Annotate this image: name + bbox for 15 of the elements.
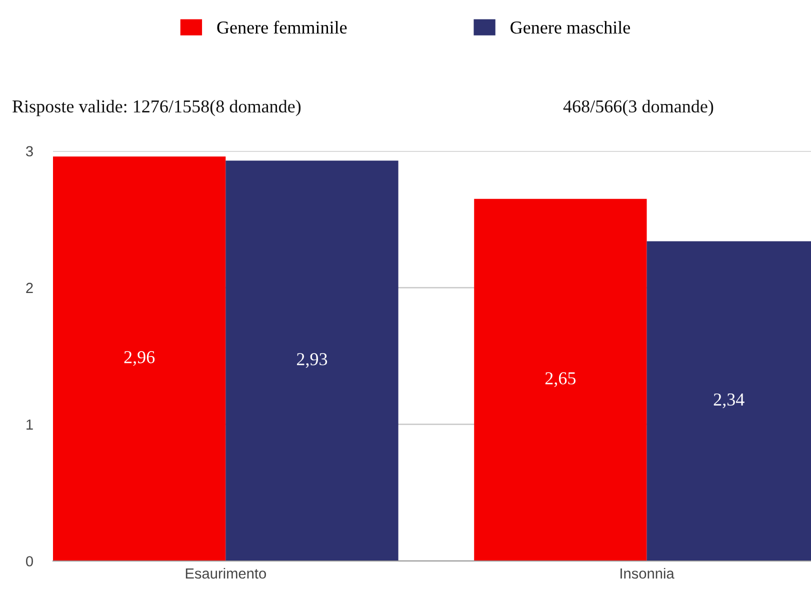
text: Risposte valide: 1276/1558(8 domande): [12, 100, 301, 116]
legend-label: Genere femminile: [217, 20, 347, 34]
data-label: 2,96: [124, 351, 155, 366]
y-tick-label: 2: [26, 282, 33, 293]
bar: [53, 156, 226, 561]
legend-label: Genere maschile: [510, 20, 630, 34]
x-tick-label: Esaurimento: [186, 568, 266, 579]
y-tick-label: 1: [26, 420, 33, 430]
y-tick-label: 3: [26, 146, 33, 156]
text: 468/566(3 domande): [563, 100, 714, 116]
data-label: 2,93: [296, 353, 328, 368]
data-label: 2,65: [545, 372, 576, 388]
data-label: 2,34: [714, 393, 744, 408]
y-tick-label: 0: [26, 556, 33, 566]
x-tick-label: Insonnia: [620, 568, 674, 579]
